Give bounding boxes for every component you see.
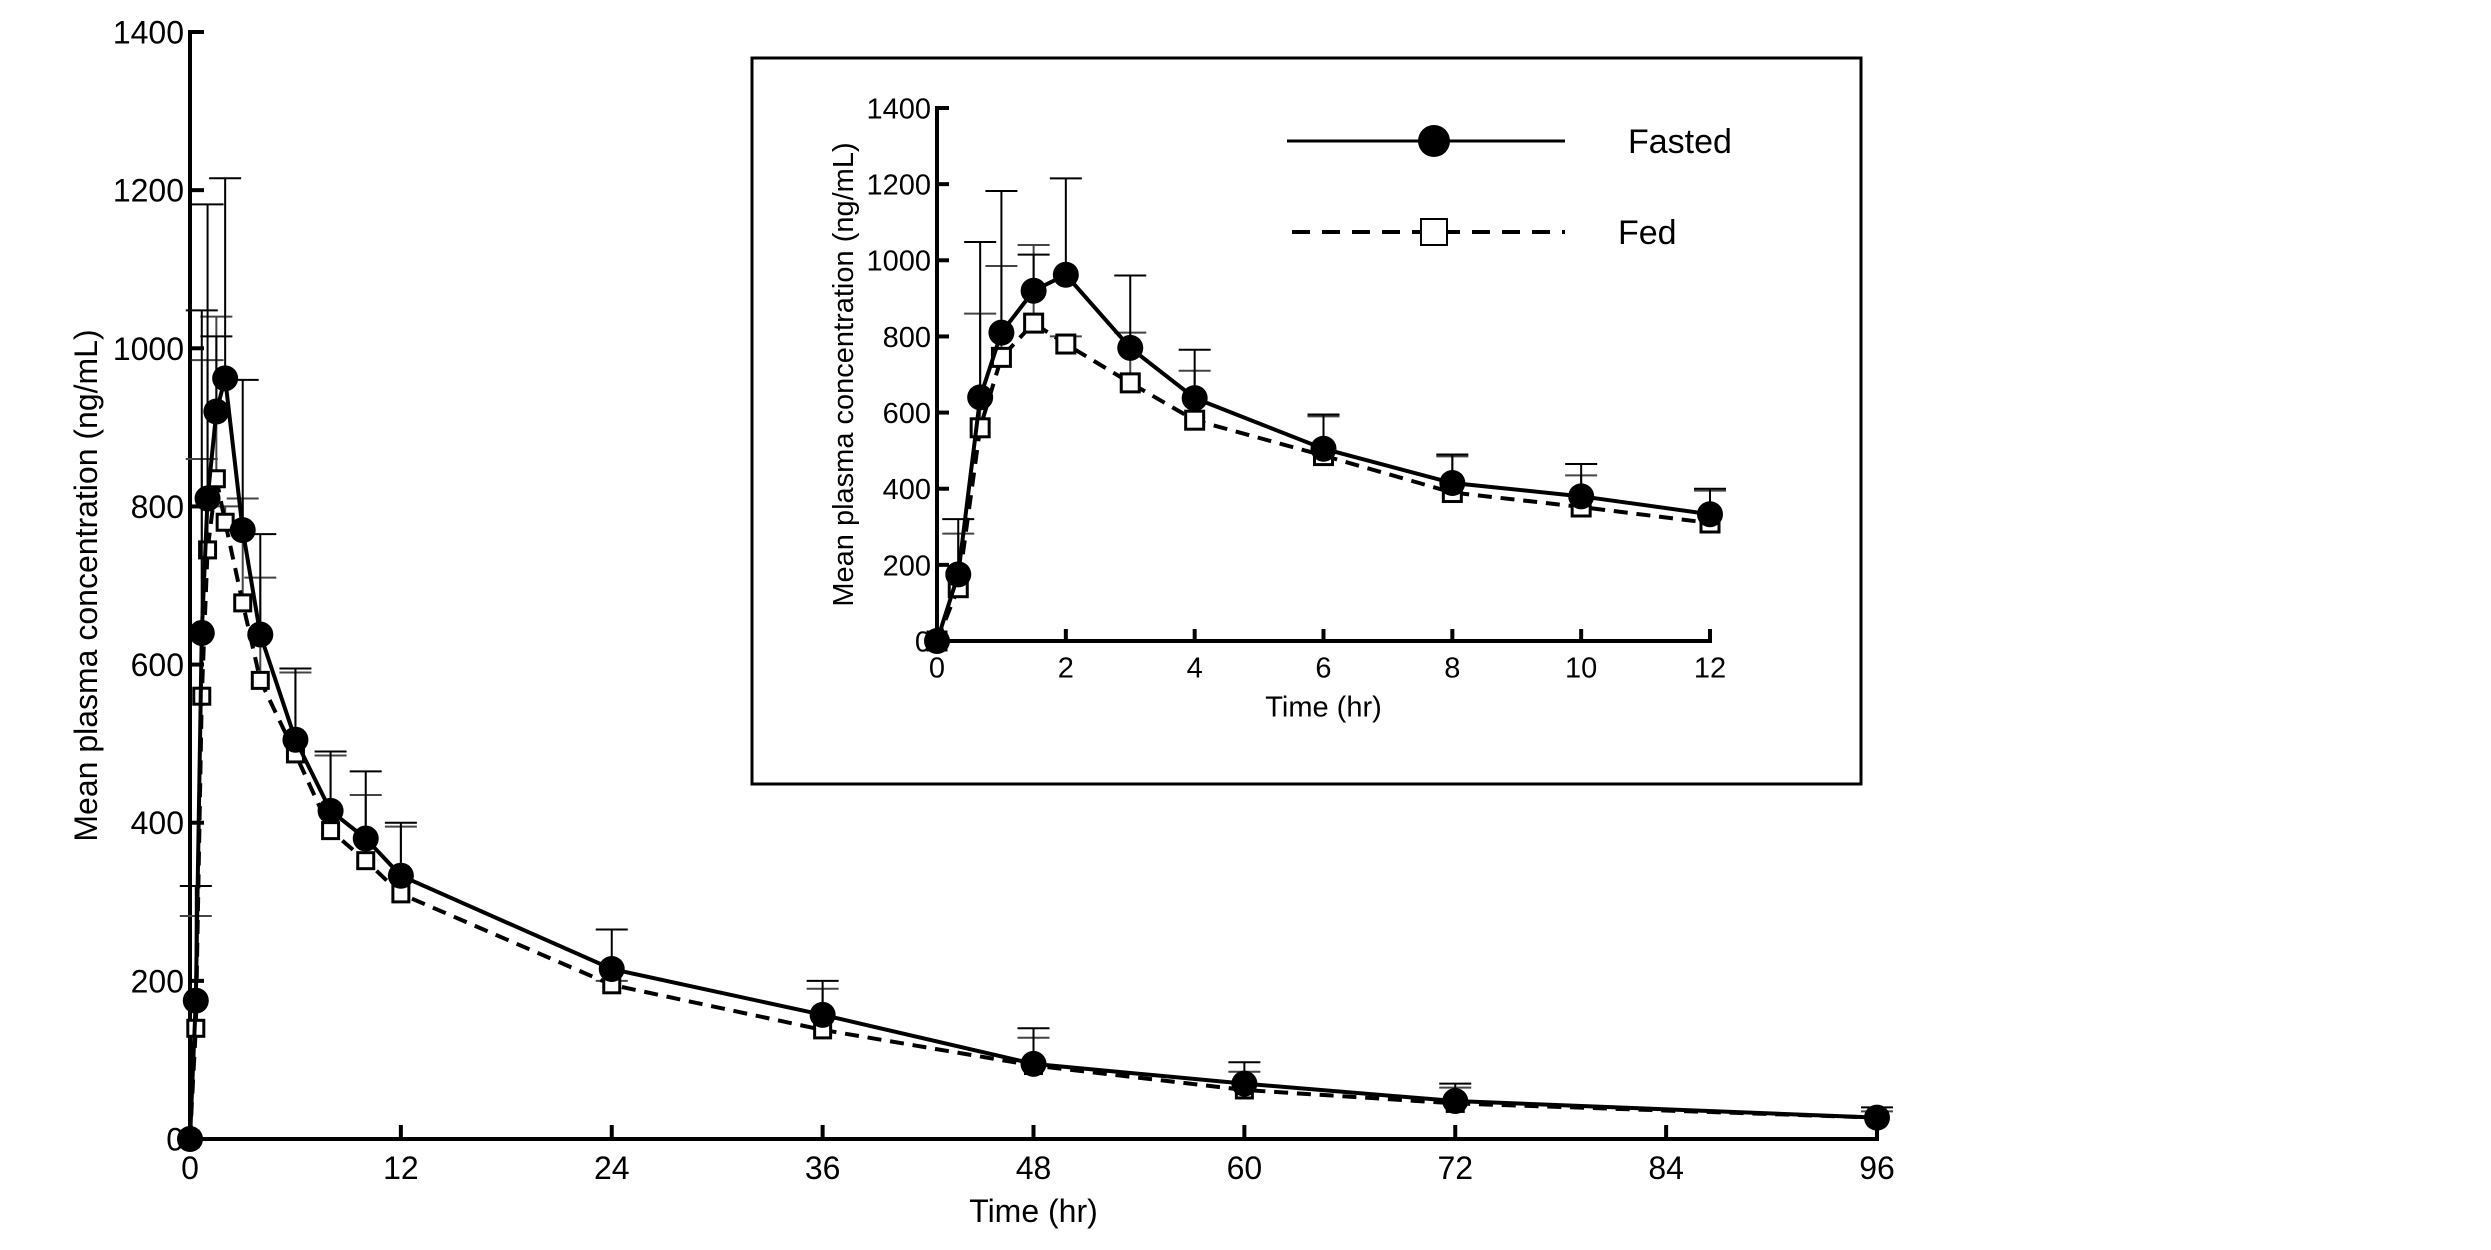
x-tick-label: 36 <box>805 1150 841 1186</box>
x-tick-label: 72 <box>1437 1150 1473 1186</box>
fasted-point <box>282 726 309 753</box>
fasted-point <box>1020 1050 1047 1077</box>
fasted-point <box>1020 277 1047 304</box>
fasted-point <box>945 561 972 588</box>
legend-fasted-label: Fasted <box>1628 123 1732 161</box>
fasted-point <box>1439 470 1466 497</box>
y-tick-label: 800 <box>131 489 184 525</box>
y-tick-label: 400 <box>131 805 184 841</box>
fasted-point <box>229 517 256 544</box>
x-tick-label: 0 <box>929 652 945 684</box>
fed-line <box>935 320 1711 642</box>
fasted-point <box>988 319 1015 346</box>
x-tick-label: 96 <box>1859 1150 1895 1186</box>
x-tick-label: 4 <box>1187 652 1203 684</box>
fasted-point <box>924 628 950 654</box>
fasted-point <box>1231 1070 1258 1097</box>
y-tick-label: 1000 <box>866 246 931 278</box>
fasted-line <box>935 272 1711 642</box>
x-tick-label: 12 <box>1694 652 1726 684</box>
x-axis-label: Time (hr) <box>1265 691 1382 723</box>
fasted-point <box>203 398 230 425</box>
fasted-point <box>809 1001 836 1028</box>
fasted-point <box>1052 261 1079 288</box>
fasted-point <box>1310 435 1337 462</box>
x-tick-label: 24 <box>594 1150 630 1186</box>
legend-fed-marker <box>1420 218 1448 246</box>
fed-point <box>1119 372 1141 394</box>
series-fasted <box>924 177 1726 654</box>
x-tick-label: 12 <box>383 1150 419 1186</box>
fed-point <box>233 593 253 613</box>
y-tick-label: 1000 <box>113 331 184 367</box>
fed-point <box>250 670 270 690</box>
fasted-point <box>598 955 625 982</box>
y-tick-label: 200 <box>883 550 931 582</box>
y-tick-label: 1200 <box>113 173 184 209</box>
y-axis-label: Mean plasma concentration (ng/mL) <box>828 142 860 606</box>
y-tick-label: 600 <box>883 398 931 430</box>
x-tick-label: 2 <box>1058 652 1074 684</box>
fed-line <box>188 478 1878 1140</box>
y-tick-label: 1200 <box>866 170 931 202</box>
fasted-point <box>387 862 414 889</box>
fasted-point <box>1568 483 1595 510</box>
fasted-point <box>188 619 215 646</box>
y-tick-label: 200 <box>131 963 184 999</box>
fasted-point <box>967 384 994 411</box>
legend-fed-label: Fed <box>1618 214 1677 252</box>
fasted-point <box>352 825 379 852</box>
x-tick-label: 8 <box>1444 652 1460 684</box>
y-tick-label: 0 <box>166 1122 184 1158</box>
y-tick-label: 400 <box>883 474 931 506</box>
x-tick-label: 48 <box>1016 1150 1052 1186</box>
legend-fasted-marker <box>1418 125 1450 157</box>
fasted-point <box>1697 501 1723 528</box>
x-tick-label: 60 <box>1227 1150 1263 1186</box>
fed-point <box>1184 409 1206 431</box>
fasted-point <box>194 485 221 512</box>
fed-point <box>1023 312 1045 334</box>
y-tick-label: 1400 <box>113 15 184 51</box>
fasted-line <box>188 377 1878 1140</box>
series-fasted <box>177 177 1893 1152</box>
fasted-point <box>247 621 274 648</box>
fasted-point <box>212 365 239 392</box>
y-tick-label: 800 <box>883 322 931 354</box>
legend: Fasted Fed <box>1287 123 1732 252</box>
fasted-point <box>1864 1104 1890 1131</box>
x-tick-label: 84 <box>1648 1150 1684 1186</box>
y-axis-label: Mean plasma concentration (ng/mL) <box>68 329 104 841</box>
fasted-point <box>1181 385 1208 412</box>
y-tick-label: 600 <box>131 647 184 683</box>
x-tick-label: 0 <box>181 1150 199 1186</box>
fed-point <box>356 851 376 871</box>
fed-point <box>1055 333 1077 355</box>
x-axis-label: Time (hr) <box>969 1193 1098 1229</box>
x-tick-label: 10 <box>1565 652 1597 684</box>
fed-point <box>321 821 341 841</box>
fasted-point <box>1117 334 1144 361</box>
fasted-point <box>1442 1088 1469 1115</box>
fasted-point <box>177 1126 203 1152</box>
x-tick-label: 6 <box>1315 652 1331 684</box>
fasted-point <box>182 987 209 1014</box>
y-tick-label: 1400 <box>866 93 931 125</box>
fasted-point <box>317 797 344 824</box>
